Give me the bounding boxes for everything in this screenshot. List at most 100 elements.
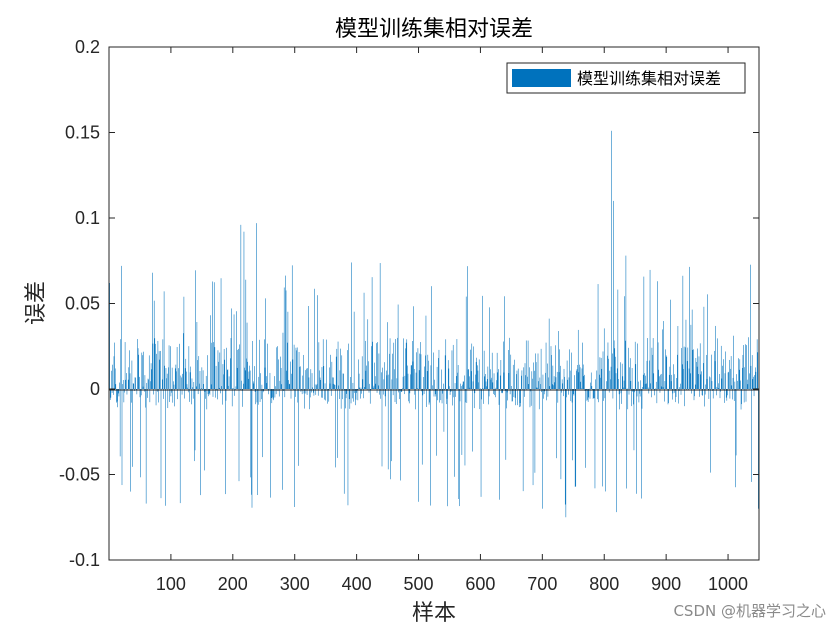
error-bar — [336, 348, 338, 389]
error-bar — [738, 358, 739, 389]
error-bar — [116, 389, 117, 403]
error-bar — [577, 329, 579, 389]
error-bar — [571, 352, 572, 389]
error-bar — [218, 387, 220, 389]
error-bar — [174, 368, 176, 389]
error-bar — [316, 385, 317, 389]
error-bar — [670, 299, 671, 389]
error-bar — [162, 339, 164, 389]
error-bar — [603, 389, 604, 401]
error-bar — [559, 349, 560, 389]
error-bar — [322, 339, 324, 389]
error-bar — [613, 200, 614, 389]
error-bar — [330, 354, 331, 389]
error-bar — [256, 223, 257, 389]
error-bar — [222, 389, 223, 405]
error-bar — [210, 384, 212, 389]
error-bar — [664, 389, 665, 402]
error-bar — [538, 389, 540, 410]
error-bar — [714, 350, 715, 389]
error-bar — [576, 370, 577, 389]
error-bar — [650, 383, 651, 389]
error-bar — [110, 389, 112, 398]
error-bar — [464, 375, 465, 389]
error-bar — [646, 383, 647, 389]
error-bar — [732, 377, 734, 389]
error-bar — [588, 389, 590, 398]
error-bar — [182, 373, 183, 389]
error-bar — [499, 375, 501, 389]
error-bar — [311, 373, 313, 389]
error-bar — [145, 389, 147, 504]
error-bar — [255, 389, 256, 405]
error-bar — [137, 339, 138, 389]
error-bar — [435, 389, 437, 397]
error-bar — [398, 389, 399, 393]
error-bar — [742, 354, 744, 389]
error-bar — [701, 371, 702, 389]
error-bar — [460, 383, 461, 389]
error-bar — [485, 381, 487, 389]
error-bar — [202, 389, 203, 390]
error-bar — [223, 348, 225, 389]
error-bar — [441, 369, 442, 389]
error-bar — [547, 363, 548, 389]
error-bar — [698, 374, 699, 389]
error-bar — [532, 389, 534, 486]
error-bar — [609, 370, 611, 389]
y-tick-label: -0.1 — [69, 550, 100, 570]
error-bar — [579, 364, 580, 389]
error-bar — [303, 354, 304, 389]
error-bar — [348, 343, 349, 389]
error-bar — [590, 372, 592, 389]
error-bar — [287, 311, 289, 389]
error-bar — [477, 370, 479, 389]
error-bar — [666, 356, 668, 389]
error-bar — [676, 378, 677, 389]
error-bar — [637, 343, 638, 389]
error-bar — [757, 352, 759, 389]
error-bar — [658, 369, 659, 389]
error-bar — [324, 389, 325, 400]
error-bar — [491, 352, 493, 389]
error-bar — [386, 375, 388, 389]
error-bar — [746, 345, 747, 389]
error-bar — [448, 368, 450, 389]
error-bar — [170, 346, 171, 389]
error-bar — [513, 389, 515, 398]
error-bar — [189, 389, 190, 402]
error-bar — [184, 389, 185, 399]
error-bar — [317, 389, 319, 396]
error-bar — [268, 389, 269, 395]
error-bar — [662, 329, 663, 389]
error-bar — [529, 389, 531, 408]
error-bar — [670, 381, 672, 389]
error-bar — [361, 356, 363, 389]
error-bar — [519, 389, 520, 408]
error-bar — [228, 385, 229, 389]
error-bar — [699, 343, 701, 389]
error-bar — [153, 300, 155, 389]
error-bar — [254, 366, 255, 389]
error-bar — [555, 345, 556, 389]
error-bar — [508, 373, 510, 389]
error-bar — [179, 343, 180, 389]
error-bar — [225, 389, 226, 495]
error-bar — [170, 389, 172, 397]
error-bar — [404, 389, 405, 395]
legend-swatch — [512, 69, 571, 87]
error-bar — [669, 366, 671, 389]
error-bar — [717, 388, 719, 389]
error-bar — [522, 389, 524, 492]
error-bar — [334, 384, 335, 389]
error-bar — [358, 373, 360, 389]
error-bar — [126, 373, 127, 389]
error-bar — [543, 389, 545, 395]
error-bar — [297, 389, 299, 403]
error-bar — [390, 389, 391, 480]
error-bar — [560, 365, 561, 389]
error-bar — [337, 389, 338, 458]
error-bar — [286, 370, 287, 389]
error-bar — [729, 359, 730, 389]
error-bar — [657, 281, 658, 389]
